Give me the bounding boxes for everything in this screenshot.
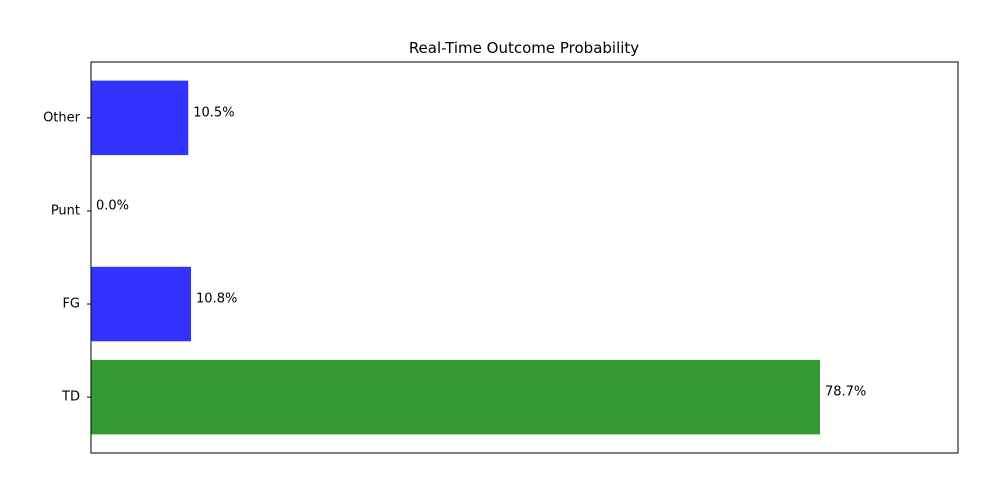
y-tick-label-td: TD	[61, 390, 80, 405]
data-label-fg: 10.8%	[196, 292, 237, 307]
data-label-other: 10.5%	[193, 105, 234, 120]
data-label-td: 78.7%	[825, 385, 866, 400]
plot-frame	[90, 61, 959, 454]
bars-layer	[91, 80, 820, 435]
bar-td	[91, 359, 820, 435]
y-tick-label-fg: FG	[62, 297, 80, 312]
y-tick-label-punt: Punt	[51, 203, 80, 218]
bar-fg	[91, 266, 192, 342]
y-tick-label-other: Other	[43, 110, 81, 125]
data-labels: 78.7% 10.8% 0.0% 10.5%	[96, 105, 866, 399]
data-label-punt: 0.0%	[96, 198, 129, 213]
bar-other	[91, 80, 189, 156]
chart-title: Real-Time Outcome Probability	[409, 39, 639, 57]
y-axis-ticks: TD FG Punt Other	[43, 110, 91, 405]
